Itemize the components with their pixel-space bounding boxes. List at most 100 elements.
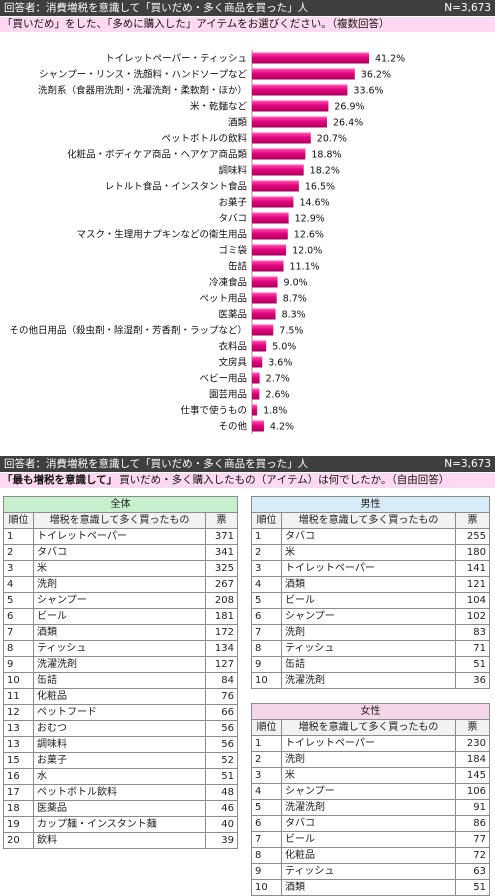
value-label: 3.6%: [268, 358, 292, 369]
item-cell: 洗濯洗剤: [33, 656, 206, 673]
female-col-item: 増税を意識して多く買ったもの: [281, 719, 456, 736]
item-cell: 化粧品: [33, 688, 206, 705]
votes-cell: 184: [455, 751, 490, 768]
category-label: ゴミ袋: [218, 245, 247, 257]
category-label: マスク・生理用ナプキンなどの衛生用品: [76, 229, 247, 241]
item-cell: トイレットペーパー: [281, 735, 456, 752]
category-label: 缶詰: [228, 261, 248, 273]
rank-cell: 11: [3, 688, 34, 705]
item-cell: タバコ: [281, 528, 456, 545]
votes-cell: 86: [455, 815, 490, 832]
rank-cell: 3: [3, 560, 34, 577]
votes-cell: 51: [455, 656, 490, 673]
item-cell: 医薬品: [33, 800, 206, 817]
category-label: 洗剤系（食器用洗剤・洗濯洗剤・柔軟剤・ほか）: [38, 85, 247, 97]
item-cell: 洗濯洗剤: [281, 799, 456, 816]
bar: [252, 340, 267, 352]
rank-cell: 19: [3, 816, 34, 833]
category-label: 医薬品: [218, 309, 247, 321]
category-label: レトルト食品・インスタント食品: [105, 181, 247, 193]
item-cell: ペットフード: [33, 704, 206, 721]
rank-cell: 18: [3, 800, 34, 817]
category-label: 冷凍食品: [209, 277, 247, 289]
item-cell: ティッシュ: [33, 640, 206, 657]
rank-cell: 3: [251, 560, 282, 577]
overall-table-row: 5 シャンプー 208: [3, 592, 238, 609]
votes-cell: 84: [205, 672, 238, 689]
rank-cell: 4: [251, 783, 282, 800]
rank-cell: 3: [251, 767, 282, 784]
overall-table-row: 7 酒類 172: [3, 624, 238, 641]
overall-table-row: 3 米 325: [3, 560, 238, 577]
bar: [252, 68, 355, 80]
rank-cell: 16: [3, 768, 34, 785]
item-cell: シャンプー: [33, 592, 206, 609]
overall-table-row: 9 洗濯洗剤 127: [3, 656, 238, 673]
female-table-row: 7 ビール 77: [251, 831, 490, 848]
rank-cell: 7: [251, 624, 282, 641]
votes-cell: 52: [205, 752, 238, 769]
value-label: 12.9%: [295, 214, 325, 225]
rank-cell: 15: [3, 752, 34, 769]
votes-cell: 56: [205, 720, 238, 737]
rank-cell: 4: [251, 576, 282, 593]
value-label: 41.2%: [375, 54, 405, 65]
votes-cell: 325: [205, 560, 238, 577]
rank-cell: 13: [3, 720, 34, 737]
female-table-row: 8 化粧品 72: [251, 847, 490, 864]
votes-cell: 341: [205, 544, 238, 561]
item-cell: ビール: [33, 608, 206, 625]
overall-table-row: 16 水 51: [3, 768, 238, 785]
category-label: 調味料: [218, 165, 247, 177]
votes-cell: 36: [455, 672, 490, 689]
overall-col-votes: 票: [205, 512, 238, 529]
votes-cell: 48: [205, 784, 238, 801]
bar: [252, 260, 284, 272]
item-cell: 酒類: [281, 576, 456, 593]
male-table-row: 7 洗剤 83: [251, 624, 490, 641]
votes-cell: 76: [205, 688, 238, 705]
overall-table-row: 1 トイレットペーパー 371: [3, 528, 238, 545]
votes-cell: 141: [455, 560, 490, 577]
value-label: 8.7%: [283, 294, 307, 305]
section1-sample-size: N=3,673: [444, 2, 491, 14]
male-ranking-table: 男性 順位 増税を意識して多く買ったもの 票 1 タバコ 255 2 米 180 3 トイレッ…: [251, 496, 490, 689]
votes-cell: 71: [455, 640, 490, 657]
male-table-row: 4 酒類 121: [251, 576, 490, 593]
overall-col-item: 増税を意識して多く買ったもの: [33, 512, 206, 529]
votes-cell: 127: [205, 656, 238, 673]
item-cell: 洗剤: [281, 624, 456, 641]
overall-table-row: 6 ビール 181: [3, 608, 238, 625]
votes-cell: 104: [455, 592, 490, 609]
bar: [252, 356, 263, 368]
category-label: その他日用品（殺虫剤・除湿剤・芳香剤・ラップなど）: [9, 325, 247, 337]
votes-cell: 230: [455, 735, 490, 752]
rank-cell: 7: [251, 831, 282, 848]
bar: [252, 132, 311, 144]
bar: [252, 212, 289, 224]
rank-cell: 5: [3, 592, 34, 609]
value-label: 8.3%: [282, 310, 306, 321]
female-col-votes: 票: [455, 719, 490, 736]
item-cell: カップ麺・インスタント麺: [33, 816, 206, 833]
overall-table-row: 13 調味料 56: [3, 736, 238, 753]
item-cell: 化粧品: [281, 847, 456, 864]
bar: [252, 52, 369, 64]
overall-table-row: 8 ティッシュ 134: [3, 640, 238, 657]
section2-sample-size: N=3,673: [444, 458, 491, 470]
rank-cell: 1: [3, 528, 34, 545]
female-table-row: 2 洗剤 184: [251, 751, 490, 768]
item-cell: 米: [33, 560, 206, 577]
bar: [252, 404, 258, 416]
female-table-row: 5 洗濯洗剤 91: [251, 799, 490, 816]
overall-table-row: 11 化粧品 76: [3, 688, 238, 705]
votes-cell: 208: [205, 592, 238, 609]
section1-header-text: 回答者：消費増税を意識して「買いだめ・多く商品を買った」人: [4, 2, 309, 14]
votes-cell: 40: [205, 816, 238, 833]
bar: [252, 148, 306, 160]
rank-cell: 13: [3, 736, 34, 753]
rank-cell: 20: [3, 832, 34, 849]
category-label: ペット用品: [199, 294, 247, 305]
category-label: ペットボトルの飲料: [161, 133, 247, 145]
female-table-caption: 女性: [251, 703, 490, 720]
